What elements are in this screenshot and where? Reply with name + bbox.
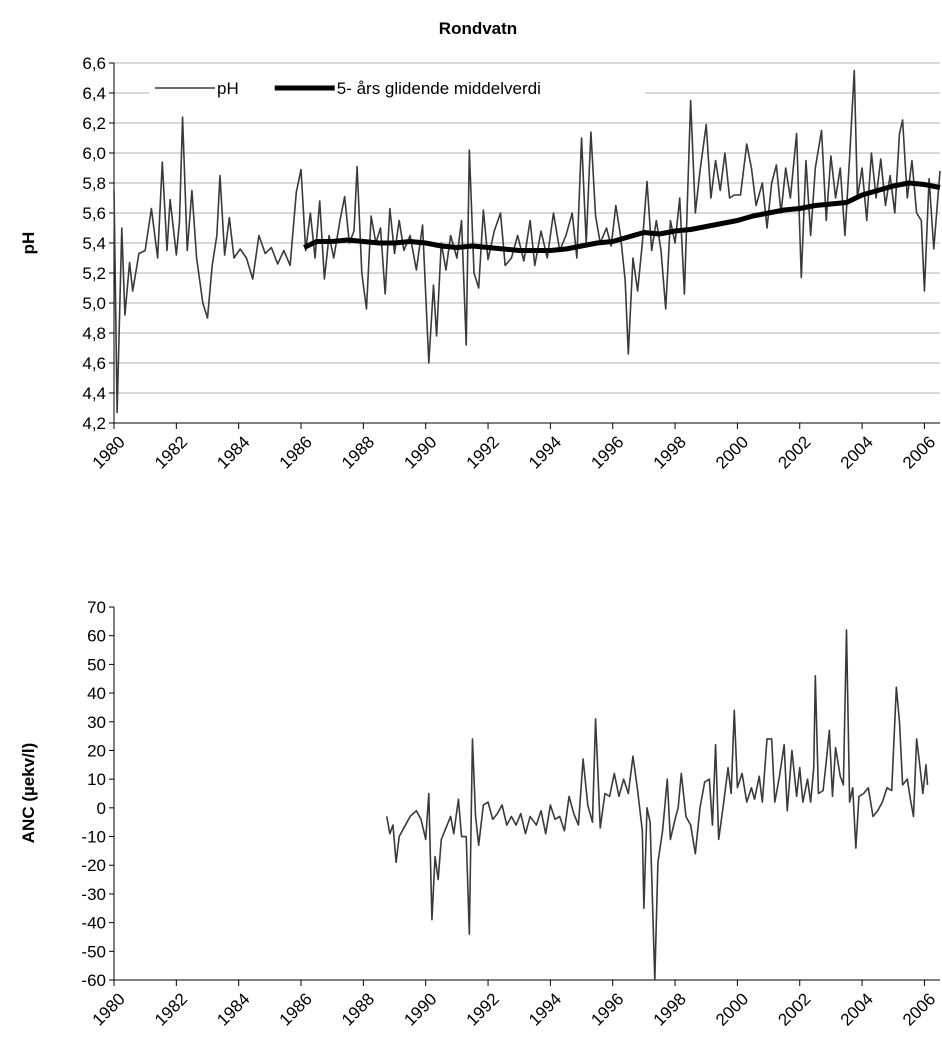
y-tick-label: 10 xyxy=(87,770,106,789)
chart-title: Rondvatn xyxy=(439,19,517,38)
y-tick-label: -40 xyxy=(81,914,106,933)
y-tick-label: 20 xyxy=(87,741,106,760)
y-tick-label: 6,4 xyxy=(82,84,106,103)
y-axis-label: ANC (µekv/l) xyxy=(19,743,38,843)
data-line xyxy=(303,180,941,253)
y-tick-label: 70 xyxy=(87,598,106,617)
y-tick-label: -30 xyxy=(81,885,106,904)
data-line xyxy=(113,69,941,414)
y-tick-label: -10 xyxy=(81,828,106,847)
y-tick-label: 5,2 xyxy=(82,264,106,283)
legend-label: 5- års glidende middelverdi xyxy=(337,79,541,98)
legend-background xyxy=(149,74,645,102)
y-tick-label: 0 xyxy=(97,799,106,818)
y-tick-label: 6,0 xyxy=(82,144,106,163)
y-tick-label: 40 xyxy=(87,684,106,703)
y-tick-label: 5,0 xyxy=(82,294,106,313)
y-tick-label: 4,6 xyxy=(82,354,106,373)
y-tick-label: 6,6 xyxy=(82,54,106,73)
y-tick-label: 5,6 xyxy=(82,204,106,223)
y-tick-label: 4,2 xyxy=(82,414,106,433)
y-tick-label: 50 xyxy=(87,655,106,674)
data-line xyxy=(385,629,929,981)
y-tick-label: 5,8 xyxy=(82,174,106,193)
y-tick-label: 4,4 xyxy=(82,384,106,403)
y-tick-label: 30 xyxy=(87,713,106,732)
y-axis-label: pH xyxy=(19,232,38,255)
y-tick-label: 60 xyxy=(87,627,106,646)
y-tick-label: 6,2 xyxy=(82,114,106,133)
y-tick-label: 5,4 xyxy=(82,234,106,253)
y-tick-label: -60 xyxy=(81,971,106,990)
y-tick-label: -20 xyxy=(81,856,106,875)
y-tick-label: 4,8 xyxy=(82,324,106,343)
y-tick-label: -50 xyxy=(81,942,106,961)
legend-label: pH xyxy=(217,79,239,98)
